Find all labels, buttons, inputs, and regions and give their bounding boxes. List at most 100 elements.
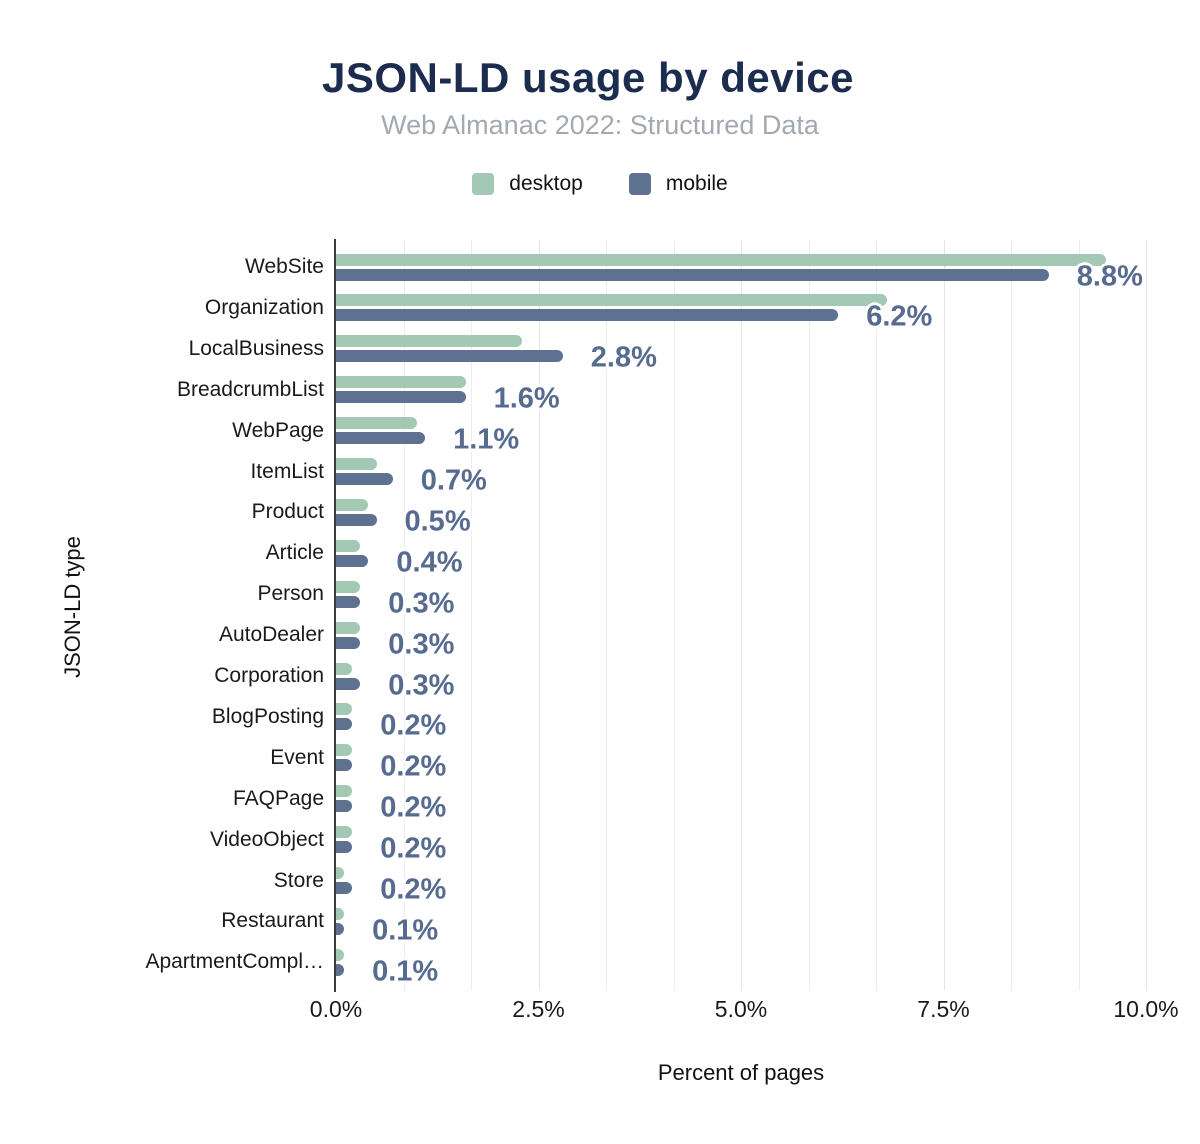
x-axis-tick-label: 2.5% — [512, 996, 565, 1022]
bar-mobile — [336, 309, 839, 322]
bar-mobile — [336, 554, 369, 567]
category-label: Corporation — [214, 664, 324, 687]
x-axis-tick-label: 5.0% — [714, 996, 768, 1022]
value-label: 0.2% — [380, 832, 447, 865]
mobile-swatch-icon — [628, 173, 651, 195]
bar-desktop — [336, 703, 353, 716]
gridline — [606, 240, 607, 990]
chart-subtitle: Web Almanac 2022: Structured Data — [381, 110, 819, 140]
bar-mobile — [336, 595, 361, 608]
category-label: Product — [251, 500, 324, 524]
legend: desktop mobile — [0, 172, 1200, 196]
legend-label-mobile: mobile — [665, 172, 728, 195]
gridline — [403, 240, 405, 990]
bar-mobile — [336, 473, 393, 485]
category-label: FAQPage — [232, 786, 324, 810]
gridline — [1011, 240, 1012, 990]
bar-desktop — [336, 376, 466, 389]
gridline — [943, 240, 945, 990]
value-label: 0.3% — [388, 628, 455, 661]
bar-desktop — [336, 621, 361, 634]
value-label: 0.7% — [420, 464, 487, 497]
gridline — [876, 240, 877, 990]
category-label: Store — [273, 868, 324, 892]
x-axis-tick-label: 0.0% — [309, 996, 363, 1022]
bar-desktop — [336, 867, 345, 879]
y-axis-title: JSON-LD type — [60, 536, 85, 678]
bar-mobile — [336, 882, 353, 894]
bar-desktop — [336, 335, 523, 348]
gridline — [1078, 240, 1080, 990]
value-label: 0.1% — [372, 955, 439, 988]
gridline — [673, 240, 675, 990]
category-label: Organization — [204, 295, 324, 319]
category-label: ItemList — [250, 459, 324, 483]
value-label: 0.3% — [388, 669, 455, 701]
category-label: LocalBusiness — [188, 336, 324, 360]
category-label: ApartmentCompl… — [145, 950, 324, 974]
value-label: 0.2% — [380, 709, 447, 742]
bar-desktop — [336, 253, 1106, 266]
bar-desktop — [336, 294, 887, 307]
gridline — [1146, 240, 1147, 990]
bar-mobile — [336, 759, 353, 772]
value-label: 0.2% — [380, 750, 447, 783]
bar-mobile — [336, 800, 353, 813]
chart-title: JSON-LD usage by device — [321, 54, 854, 101]
value-label: 8.8% — [1076, 260, 1143, 292]
bar-mobile — [336, 513, 377, 526]
value-label: 0.2% — [380, 873, 447, 906]
x-axis-tick-label: 10.0% — [1113, 996, 1179, 1022]
gridline — [471, 240, 472, 990]
bar-desktop — [336, 417, 417, 430]
value-label: 0.5% — [404, 505, 471, 538]
bar-mobile — [336, 963, 345, 976]
value-label: 0.1% — [372, 914, 439, 947]
bar-desktop — [336, 948, 345, 961]
bar-mobile — [336, 922, 345, 935]
category-label: BreadcrumbList — [176, 377, 324, 401]
legend-item-mobile: mobile — [628, 172, 728, 196]
value-label: 2.8% — [590, 341, 657, 374]
desktop-swatch-icon — [472, 173, 495, 195]
x-axis-title: Percent of pages — [657, 1060, 825, 1085]
category-label: WebSite — [245, 255, 324, 278]
bar-mobile — [336, 841, 353, 854]
value-label: 0.4% — [396, 546, 463, 579]
category-label: BlogPosting — [211, 704, 324, 728]
bar-desktop — [336, 907, 345, 920]
value-label: 1.6% — [493, 382, 560, 415]
bar-desktop — [336, 498, 369, 511]
bar-desktop — [336, 826, 353, 839]
bar-desktop — [336, 580, 361, 593]
value-label: 6.2% — [866, 300, 933, 333]
category-label: VideoObject — [209, 827, 324, 851]
value-label: 0.2% — [380, 791, 447, 824]
value-label: 0.3% — [388, 587, 455, 620]
bar-desktop — [336, 458, 377, 470]
category-label: Restaurant — [221, 909, 324, 933]
gridline — [741, 240, 742, 990]
bar-mobile — [336, 718, 353, 731]
category-label: Event — [270, 745, 324, 769]
value-label: 1.1% — [453, 423, 520, 456]
bar-desktop — [336, 785, 353, 798]
y-axis-line — [334, 239, 336, 992]
legend-item-desktop: desktop — [472, 172, 583, 196]
bar-mobile — [336, 391, 466, 404]
category-label: Article — [265, 541, 324, 565]
bar-mobile — [336, 268, 1049, 281]
category-label: Person — [257, 582, 324, 606]
bar-mobile — [336, 636, 361, 649]
bar-desktop — [336, 539, 361, 552]
legend-label-desktop: desktop — [509, 172, 583, 195]
category-label: AutoDealer — [218, 623, 324, 647]
category-label: WebPage — [232, 418, 324, 442]
x-axis-tick-label: 7.5% — [917, 996, 970, 1022]
bar-desktop — [336, 744, 353, 757]
bar-desktop — [336, 662, 353, 675]
bar-mobile — [336, 677, 361, 690]
bar-mobile — [336, 350, 563, 363]
